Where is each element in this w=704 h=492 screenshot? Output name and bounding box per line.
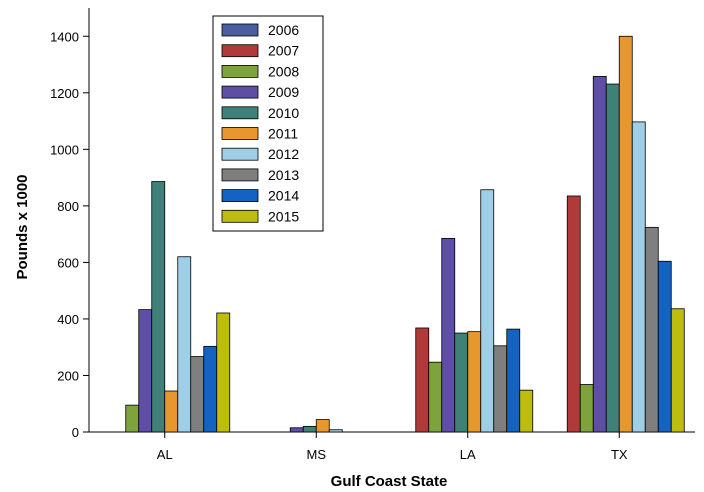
y-tick-label: 1200 xyxy=(50,86,79,101)
bar xyxy=(151,181,166,433)
legend-swatch xyxy=(221,168,259,182)
bar xyxy=(289,427,304,433)
bar xyxy=(566,195,581,433)
y-tick-label: 800 xyxy=(57,199,79,214)
legend-label: 2010 xyxy=(268,105,299,121)
legend-swatch xyxy=(221,23,259,37)
bar xyxy=(670,308,685,433)
legend-swatch xyxy=(221,85,259,99)
legend-swatch xyxy=(221,44,259,58)
bar xyxy=(302,425,317,433)
legend-swatch xyxy=(221,189,259,203)
legend-swatch xyxy=(221,127,259,140)
y-tick-label: 0 xyxy=(72,425,79,440)
y-tick-label: 1000 xyxy=(50,142,79,157)
bar xyxy=(618,35,633,433)
legend-label: 2013 xyxy=(268,167,299,183)
bar xyxy=(493,345,508,433)
bar xyxy=(203,345,218,433)
legend-label: 2009 xyxy=(268,84,299,100)
legend-label: 2008 xyxy=(268,63,299,79)
axes: 0 200 400 600 800 1000 1200 1400 AL MS LA TX xyxy=(50,8,695,462)
bar xyxy=(605,83,620,433)
bar xyxy=(190,356,205,433)
bar xyxy=(454,332,469,433)
legend-swatch xyxy=(221,106,259,120)
bar xyxy=(428,361,443,433)
x-tick-label: TX xyxy=(611,447,628,462)
bar xyxy=(441,237,456,433)
y-tick-label: 1400 xyxy=(50,29,79,44)
bar xyxy=(328,429,343,433)
legend-label: 2012 xyxy=(268,146,299,162)
bar xyxy=(164,390,179,433)
bar xyxy=(125,404,140,433)
bar xyxy=(138,309,153,433)
bar xyxy=(592,76,607,433)
bar xyxy=(216,312,231,433)
y-axis-title: Pounds x 1000 xyxy=(14,174,31,279)
bar xyxy=(415,327,430,433)
legend: 2006 2007 2008 2009 2010 2011 2012 2013 2014 2015 xyxy=(212,15,324,232)
bar xyxy=(506,328,521,433)
bar xyxy=(467,331,482,433)
x-tick-label: LA xyxy=(460,447,476,462)
bar xyxy=(631,121,646,433)
legend-swatch xyxy=(221,147,259,161)
bar xyxy=(519,389,534,433)
bar xyxy=(644,226,659,433)
y-tick-label: 200 xyxy=(57,368,79,383)
bar xyxy=(480,189,495,433)
legend-label: 2011 xyxy=(268,126,298,142)
x-tick-label: MS xyxy=(307,447,327,462)
axis-labels: Gulf Coast State Pounds x 1000 xyxy=(14,174,447,490)
bar xyxy=(315,419,330,433)
bar xyxy=(657,260,672,433)
y-tick-label: 600 xyxy=(57,255,79,270)
x-tick-label: AL xyxy=(157,447,173,462)
legend-label: 2014 xyxy=(268,188,299,204)
legend-swatch xyxy=(221,65,259,78)
legend-swatch xyxy=(221,209,259,223)
bar xyxy=(177,256,192,433)
x-axis-title: Gulf Coast State xyxy=(331,473,448,490)
legend-label: 2006 xyxy=(268,22,299,38)
legend-label: 2007 xyxy=(268,43,299,59)
bar xyxy=(579,384,594,433)
legend-label: 2015 xyxy=(268,208,299,224)
bars xyxy=(125,35,685,433)
y-tick-label: 400 xyxy=(57,312,79,327)
